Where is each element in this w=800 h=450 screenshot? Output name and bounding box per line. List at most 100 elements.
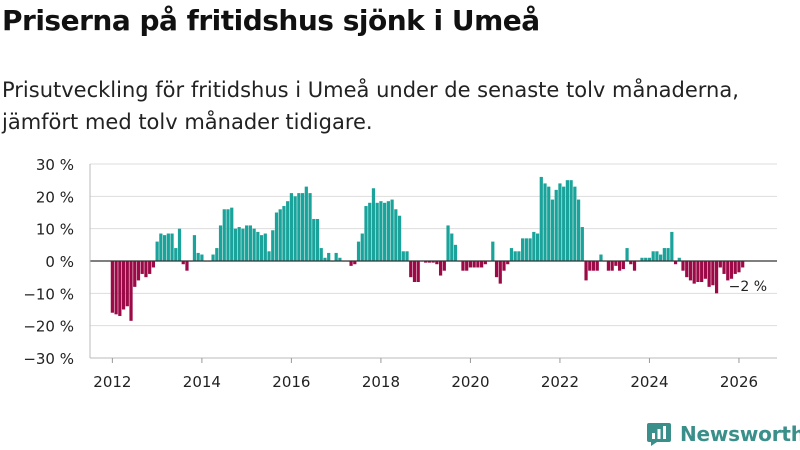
bar — [438, 261, 443, 276]
bar — [621, 261, 625, 270]
bar — [681, 261, 685, 271]
bar — [562, 186, 566, 261]
bar — [136, 261, 141, 281]
chart-title: Priserna på fritidshus sjönk i Umeå — [2, 4, 540, 37]
bar — [312, 218, 316, 261]
bar — [289, 193, 294, 261]
bar — [282, 206, 286, 261]
x-tick-label: 2014 — [183, 373, 221, 391]
bar — [196, 252, 200, 261]
bar — [327, 252, 331, 261]
bar — [230, 207, 234, 261]
y-tick-label: 20 % — [36, 188, 74, 206]
bar — [714, 261, 719, 294]
bar — [737, 261, 741, 273]
bar — [595, 261, 599, 271]
bar — [506, 261, 510, 265]
bar — [558, 183, 562, 261]
bar — [535, 233, 540, 261]
bar — [629, 261, 633, 265]
bar — [237, 227, 241, 261]
bar — [644, 257, 648, 261]
bar — [245, 225, 249, 261]
bar — [498, 261, 502, 284]
bar — [729, 261, 734, 279]
bar — [550, 199, 555, 261]
brand-logo[interactable]: Newsworthy — [646, 420, 800, 448]
bar — [174, 248, 178, 261]
x-tick-label: 2016 — [272, 373, 310, 391]
bar — [688, 261, 693, 281]
bar — [618, 261, 622, 271]
bar — [162, 235, 167, 261]
bar — [192, 235, 197, 261]
bar — [222, 209, 226, 261]
bar — [547, 186, 551, 261]
bar — [588, 261, 592, 271]
bar — [308, 193, 312, 261]
bar — [722, 261, 726, 274]
bar — [655, 251, 659, 261]
bars — [110, 176, 745, 321]
x-axis-tick-labels: 2012 2014 2016 2018 2020 2022 2024 2026 — [93, 373, 758, 391]
bar — [259, 235, 264, 261]
bar — [118, 261, 122, 316]
y-tick-label: 10 % — [36, 221, 74, 239]
bar — [576, 199, 581, 261]
bar — [521, 238, 525, 261]
bar — [125, 261, 129, 307]
y-axis-tick-labels: 30 % 20 % 10 % 0 % −10 % −20 % −30 % — [23, 156, 74, 368]
axes — [89, 164, 777, 363]
bar — [513, 251, 517, 261]
bar — [304, 186, 308, 261]
bar — [726, 261, 730, 281]
bar — [200, 254, 204, 261]
bar — [435, 261, 439, 265]
bar — [170, 233, 174, 261]
bar — [129, 261, 133, 321]
bar — [662, 248, 666, 261]
bar — [211, 254, 215, 261]
bar — [379, 201, 383, 261]
bar — [293, 196, 297, 261]
newsworthy-logo-icon — [647, 423, 671, 446]
bar — [700, 261, 704, 283]
bar — [580, 227, 584, 261]
bar — [472, 261, 476, 268]
bar — [241, 228, 245, 261]
bar — [480, 261, 484, 268]
bar — [394, 209, 398, 261]
bar — [606, 261, 611, 271]
bar — [110, 261, 114, 313]
bar — [390, 199, 394, 261]
bar — [461, 261, 465, 271]
x-tick-label: 2024 — [630, 373, 668, 391]
bar — [625, 248, 629, 261]
y-tick-label: −30 % — [23, 350, 74, 368]
bar — [565, 180, 569, 261]
bar — [673, 261, 678, 265]
bar — [412, 261, 417, 283]
bar — [155, 241, 159, 261]
bar — [491, 241, 495, 261]
bar — [368, 202, 372, 261]
bar — [632, 261, 637, 271]
bar — [233, 228, 238, 261]
x-tick-label: 2026 — [720, 373, 758, 391]
annotations: −2 % — [729, 279, 767, 295]
bar — [323, 257, 327, 261]
bar — [151, 261, 156, 268]
bar — [319, 248, 323, 261]
bar — [315, 218, 320, 261]
bar — [226, 209, 230, 261]
bar — [591, 261, 596, 271]
bar — [159, 233, 163, 261]
bar — [148, 261, 152, 274]
bar — [278, 209, 282, 261]
bar — [215, 248, 219, 261]
bar — [502, 261, 506, 271]
bar — [711, 261, 715, 286]
bar — [349, 261, 353, 266]
bar — [274, 212, 279, 261]
